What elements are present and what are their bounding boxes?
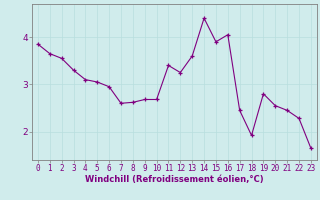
X-axis label: Windchill (Refroidissement éolien,°C): Windchill (Refroidissement éolien,°C)	[85, 175, 264, 184]
